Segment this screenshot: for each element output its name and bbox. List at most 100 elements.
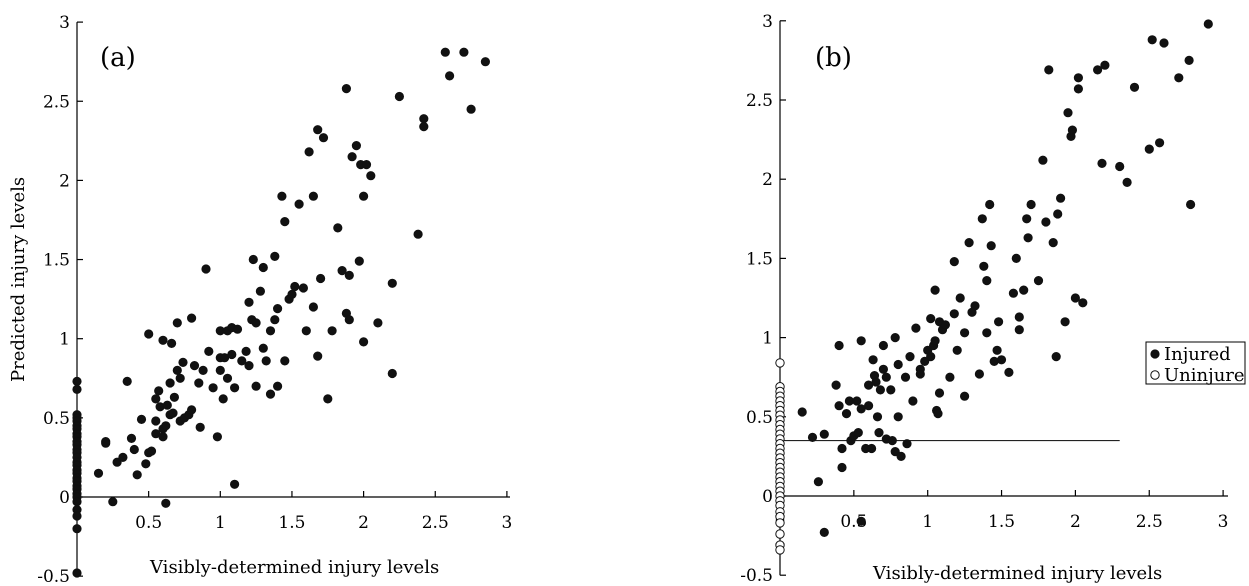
panel-a-x-tick-label: 1.5 xyxy=(278,513,305,533)
panel-a-injured-point xyxy=(161,421,171,431)
panel-b-injured-point xyxy=(940,320,951,330)
panel-b-injured-point xyxy=(959,391,970,401)
panel-a-injured-point xyxy=(387,278,397,288)
panel-a-injured-point xyxy=(93,468,104,478)
panel-a-injured-point xyxy=(161,498,171,508)
panel-a-injured-point xyxy=(313,125,323,135)
panel-a-injured-point xyxy=(175,373,185,383)
panel-b-injured-point xyxy=(874,427,884,438)
panel-b-uninjured-point xyxy=(775,358,785,368)
panel-b-injured-point xyxy=(1033,275,1044,286)
panel-a-injured-point xyxy=(108,497,118,507)
panel-a-injured-point xyxy=(146,446,157,456)
panel-a-injured-point xyxy=(366,171,376,181)
panel-a-injured-point xyxy=(298,283,308,293)
panel-a-injured-point xyxy=(141,459,151,469)
legend: Injured Uninjure xyxy=(1145,341,1246,386)
panel-a-injured-point xyxy=(189,360,200,371)
panel-b-y-tick-label: 2 xyxy=(762,170,773,190)
panel-a-injured-point xyxy=(187,405,197,415)
panel-a-injured-point xyxy=(215,365,225,375)
panel-a-injured-point xyxy=(237,356,247,366)
panel-b-y-tick-label: 3 xyxy=(762,12,773,32)
panel-a-injured-point xyxy=(132,470,142,480)
panel-a-injured-point xyxy=(315,273,326,284)
panel-a-x-tick-label: 2.5 xyxy=(422,513,449,533)
panel-b-injured-point xyxy=(878,364,889,374)
panel-b-injured-point xyxy=(853,427,863,438)
panel-a-injured-point xyxy=(308,302,318,312)
panel-b-injured-point xyxy=(930,336,940,346)
panel-b-injured-point xyxy=(930,285,940,295)
panel-a-injured-point xyxy=(290,281,300,292)
panel-b-injured-point xyxy=(875,385,886,395)
panel-b-injured-point xyxy=(896,451,906,461)
panel-a-injured-point xyxy=(136,414,147,424)
panel-b-injured-point xyxy=(871,377,881,387)
panel-b-y-tick-label: 1 xyxy=(762,329,773,349)
panel-b-injured-point xyxy=(977,214,987,224)
panel-b-injured-point xyxy=(964,238,974,248)
panel-a-injured-point xyxy=(323,394,333,404)
panel-b-injured-point xyxy=(1070,293,1081,303)
panel-a-injured-point xyxy=(227,349,237,360)
panel-b-injured-point xyxy=(856,516,866,526)
panel-a-injured-point xyxy=(440,47,450,57)
panel-b-y-tick-label: 0 xyxy=(762,487,773,507)
panel-a-injured-point xyxy=(72,384,82,394)
panel-b-injured-point xyxy=(1026,199,1036,210)
panel-a-injured-point xyxy=(212,432,222,442)
panel-a-injured-point xyxy=(118,452,128,462)
panel-b-x-tick-label: 3 xyxy=(1218,512,1229,532)
panel-a-injured-point xyxy=(270,251,280,261)
panel-b-injured-point xyxy=(1129,82,1140,92)
panel-b-injured-point xyxy=(1184,55,1194,66)
panel-b-injured-point xyxy=(926,313,936,324)
panel-a-y-tick-label: -0.5 xyxy=(37,567,70,586)
panel-b-injured-point xyxy=(1067,125,1078,135)
panel-b-injured-point xyxy=(881,372,891,382)
panel-a: (a) Visibly-determined injury levels Pre… xyxy=(8,13,512,586)
panel-b-injured-point xyxy=(996,355,1007,365)
panel-a-injured-point xyxy=(144,329,154,339)
panel-a-x-tick-label: 0.5 xyxy=(135,513,162,533)
panel-a-injured-point xyxy=(194,378,204,388)
panel-b-injured-point xyxy=(905,351,915,362)
panel-b-injured-point xyxy=(1022,214,1032,224)
panel-a-injured-point xyxy=(280,217,290,227)
panel-b-injured-point xyxy=(1174,73,1184,83)
panel-a-y-tick-label: 1 xyxy=(59,330,70,350)
panel-a-injured-point xyxy=(222,373,233,383)
panel-a-injured-point xyxy=(327,326,337,336)
panel-b-injured-point xyxy=(1203,19,1213,29)
panel-b-injured-point xyxy=(959,328,970,338)
panel-b-injured-point xyxy=(934,388,945,398)
panel-a-injured-point xyxy=(230,479,240,489)
panel-b-injured-point xyxy=(797,407,807,417)
panel-b-injured-point xyxy=(920,356,930,366)
panel-a-injured-point xyxy=(280,356,290,366)
panel-b-injured-point xyxy=(872,412,883,422)
panel-b-injured-point xyxy=(890,446,900,457)
panel-b-y-tick-label: -0.5 xyxy=(740,566,773,586)
panel-b-injured-point xyxy=(887,435,897,446)
panel-b-x-tick-label: 2 xyxy=(1070,512,1081,532)
panel-b-x-tick-label: 1 xyxy=(922,512,933,532)
panel-a-injured-point xyxy=(198,365,208,375)
legend-injured-marker xyxy=(1150,349,1160,359)
panel-b-injured-point xyxy=(1115,161,1125,172)
panel-a-injured-point xyxy=(419,122,429,132)
panel-b-injured-point xyxy=(982,275,992,286)
panel-a-injured-point xyxy=(387,368,397,379)
panel-a-injured-point xyxy=(344,270,354,280)
panel-a-y-tick-label: 2.5 xyxy=(43,92,70,112)
panel-a-x-tick-label: 2 xyxy=(358,513,369,533)
panel-a-injured-point xyxy=(158,335,168,345)
panel-b-injured-point xyxy=(1056,193,1066,203)
panel-a-injured-point xyxy=(169,392,179,402)
panel-b-injured-point xyxy=(992,345,1002,355)
panel-b-injured-point xyxy=(1159,38,1169,48)
panel-a-injured-point xyxy=(72,524,82,534)
panel-a-injured-point xyxy=(162,400,172,410)
